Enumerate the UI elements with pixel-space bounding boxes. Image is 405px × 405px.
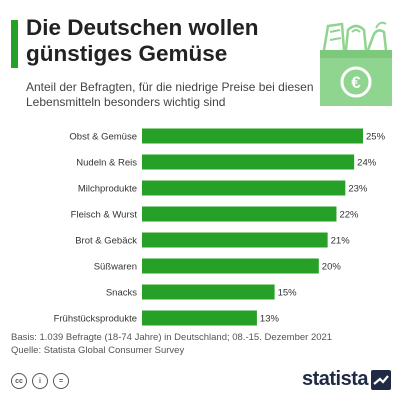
category-label: Brot & Gebäck [75,236,137,247]
value-label: 21% [331,236,351,247]
bar [142,258,319,274]
value-label: 20% [322,262,342,273]
category-label: Nudeln & Reis [76,158,137,169]
category-label: Snacks [106,288,137,299]
category-label: Obst & Gemüse [69,132,137,143]
bar [142,284,275,300]
cc-icon[interactable]: cc [11,373,27,389]
license-icons: cc i = [11,373,69,391]
bar [142,310,257,326]
value-label: 23% [348,184,368,195]
bar [142,232,328,248]
title-accent-bar [11,20,18,68]
category-label: Süßwaren [94,262,137,273]
category-label: Fleisch & Wurst [71,210,138,221]
bar [142,206,337,222]
no-derivatives-icon[interactable]: = [53,373,69,389]
svg-text:€: € [351,73,361,92]
statista-brand[interactable]: statista [302,368,391,391]
value-label: 25% [366,132,386,143]
page-subtitle: Anteil der Befragten, für die niedrige P… [26,80,314,109]
bar-chart: Obst & Gemüse 25% Nudeln & Reis 24% Milchpro… [54,128,386,326]
category-label: Milchprodukte [78,184,137,195]
bar [142,154,355,170]
attribution-icon[interactable]: i [32,373,48,389]
footer-note: Basis: 1.039 Befragte (18-74 Jahre) in D… [11,332,401,357]
value-label: 15% [278,288,298,299]
category-label: Frühstücksprodukte [54,314,137,325]
bar [142,180,346,196]
value-label: 24% [357,158,377,169]
page-title: Die Deutschen wollen günstiges Gemüse [26,15,259,66]
shopping-bag-euro-icon: € [320,21,392,106]
basis-note: Basis: 1.039 Befragte (18-74 Jahre) in D… [11,332,333,343]
brand-name: statista [301,368,369,390]
value-label: 22% [339,210,359,221]
source-note: Quelle: Statista Global Consumer Survey [11,344,185,356]
value-label: 13% [260,314,280,325]
bar [142,128,363,144]
statista-logo-icon [371,369,391,390]
